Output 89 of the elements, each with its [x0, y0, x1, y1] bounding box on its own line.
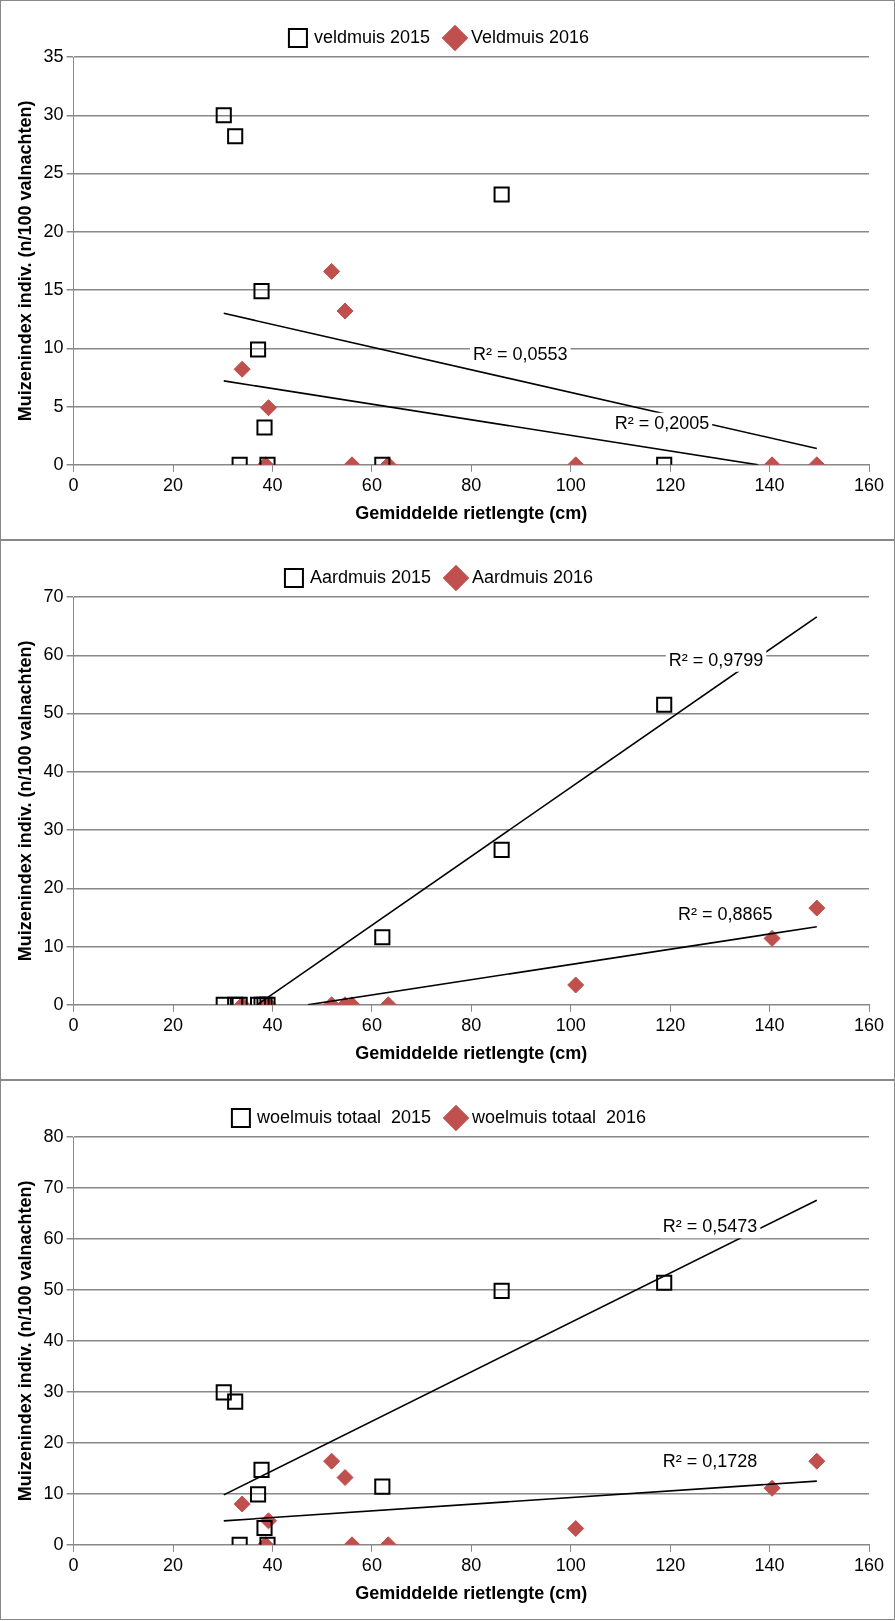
x-tick-label: 0	[68, 474, 79, 495]
legend-label: woelmuis totaal 2016	[471, 1106, 647, 1127]
x-tick-label: 140	[754, 1554, 785, 1575]
annotation: R² = 0,2005	[614, 412, 710, 433]
y-tick-label: 0	[53, 1533, 64, 1554]
y-tick-label: 20	[43, 220, 64, 241]
point	[336, 1469, 354, 1487]
y-axis-title: Muizenindex indiv. (n/100 valnachten)	[14, 1180, 35, 1502]
x-tick-label: 0	[68, 1554, 79, 1575]
x-tick-label: 60	[361, 474, 382, 495]
point	[336, 302, 354, 320]
y-tick-label: 40	[43, 760, 64, 781]
y-tick-label: 30	[43, 104, 64, 125]
y-tick-label: 20	[43, 1431, 64, 1452]
point	[567, 1519, 585, 1537]
point	[323, 1452, 341, 1470]
y-tick-label: 35	[43, 45, 64, 66]
x-axis-title: Gemiddelde rietlengte (cm)	[355, 1043, 588, 1064]
point	[374, 1478, 391, 1495]
legend-label: Aardmuis 2016	[472, 566, 594, 587]
x-tick-label: 80	[461, 474, 482, 495]
y-tick-label: 60	[43, 644, 64, 665]
point	[227, 1393, 244, 1410]
point	[656, 1274, 673, 1291]
point	[253, 283, 270, 300]
y-tick-label: 70	[43, 585, 64, 606]
legend-label: Aardmuis 2015	[309, 566, 432, 587]
x-tick-label: 60	[361, 1014, 382, 1035]
y-tick-label: 20	[43, 877, 64, 898]
legend-label: Veldmuis 2016	[470, 26, 590, 47]
x-tick-label: 0	[68, 1014, 79, 1035]
point	[256, 1519, 273, 1537]
x-tick-label: 40	[262, 474, 283, 495]
annotation: R² = 0,5473	[662, 1216, 758, 1237]
x-tick-label: 100	[555, 1554, 586, 1575]
point	[808, 1452, 826, 1470]
y-tick-label: 15	[43, 279, 64, 299]
y-tick-label: 0	[53, 453, 64, 474]
point	[249, 1486, 267, 1503]
y-tick-label: 10	[43, 337, 64, 358]
y-tick-label: 10	[43, 1482, 64, 1503]
point	[233, 1495, 251, 1513]
x-tick-label: 160	[853, 1014, 885, 1035]
x-tick-label: 140	[754, 474, 785, 495]
annotation: R² = 0,9799	[668, 649, 764, 670]
y-tick-label: 40	[43, 1329, 64, 1350]
x-axis-title: Gemiddelde rietlengte (cm)	[355, 503, 588, 524]
annotation: R² = 0,0553	[472, 343, 568, 364]
y-tick-label: 60	[43, 1227, 64, 1248]
y-tick-label: 70	[43, 1176, 64, 1197]
annotation: R² = 0,1728	[662, 1451, 758, 1472]
x-tick-label: 80	[461, 1014, 482, 1035]
point	[227, 128, 244, 145]
x-tick-label: 20	[163, 474, 184, 495]
x-tick-label: 40	[262, 1014, 283, 1035]
point	[493, 186, 510, 203]
y-axis-title: Muizenindex indiv. (n/100 valnachten)	[14, 100, 35, 422]
x-tick-label: 20	[163, 1014, 184, 1035]
y-tick-label: 30	[43, 819, 64, 839]
x-tick-label: 160	[853, 1554, 885, 1575]
x-tick-label: 100	[555, 474, 586, 495]
x-tick-label: 20	[163, 1554, 184, 1575]
x-tick-label: 60	[361, 1554, 382, 1575]
y-tick-label: 25	[43, 162, 64, 183]
y-tick-label: 0	[53, 993, 64, 1014]
x-tick-label: 140	[754, 1014, 785, 1035]
legend-label: veldmuis 2015	[313, 26, 430, 47]
x-axis-title: Gemiddelde rietlengte (cm)	[355, 1583, 588, 1604]
x-tick-label: 80	[461, 1554, 482, 1575]
y-tick-label: 5	[53, 395, 64, 416]
y-tick-label: 80	[43, 1125, 64, 1146]
point	[493, 1282, 510, 1300]
legend-label: woelmuis totaal 2015	[255, 1106, 432, 1127]
x-tick-label: 40	[262, 1554, 283, 1575]
point	[253, 1461, 270, 1478]
y-axis-title: Muizenindex indiv. (n/100 valnachten)	[14, 640, 35, 962]
point	[215, 107, 232, 124]
y-tick-label: 10	[43, 935, 64, 956]
annotation: R² = 0,8865	[677, 903, 773, 924]
x-tick-label: 120	[655, 474, 686, 495]
x-tick-label: 120	[655, 1014, 686, 1035]
x-tick-label: 120	[655, 1554, 686, 1575]
x-tick-label: 100	[555, 1014, 586, 1035]
y-tick-label: 50	[43, 702, 64, 723]
x-tick-label: 160	[853, 474, 885, 495]
point	[323, 262, 341, 280]
y-tick-label: 50	[43, 1278, 64, 1299]
point	[215, 1384, 232, 1401]
y-tick-label: 30	[43, 1380, 64, 1401]
